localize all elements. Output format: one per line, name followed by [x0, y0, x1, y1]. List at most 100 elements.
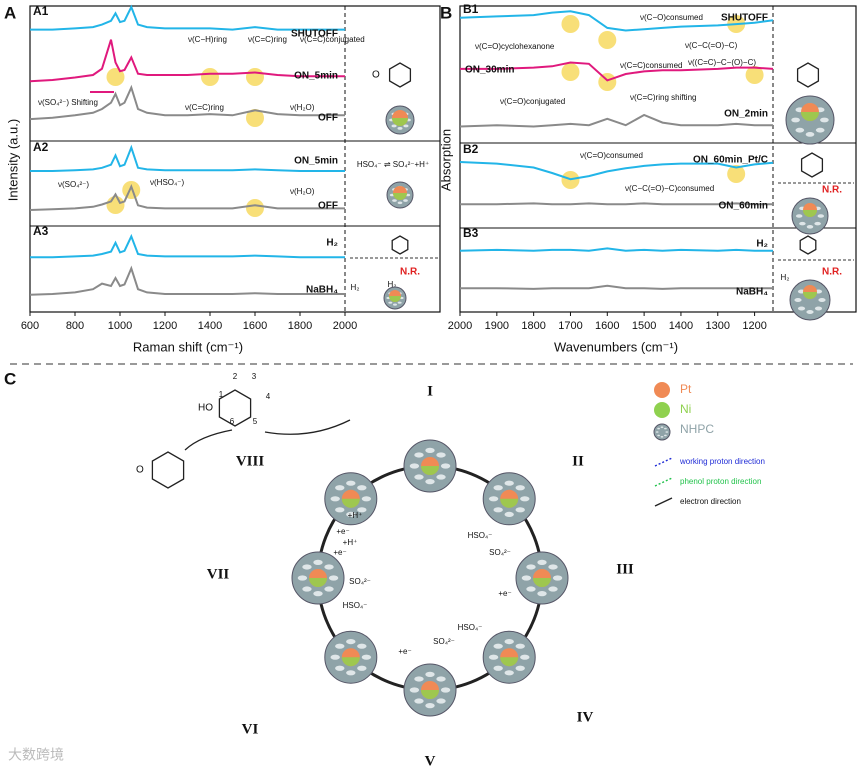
pore: [526, 564, 536, 570]
pore: [660, 426, 664, 429]
step-label: VIII: [236, 453, 265, 469]
pore: [436, 698, 446, 704]
x-tick-label: 600: [21, 320, 39, 332]
ni-particle: [421, 466, 439, 475]
highlight: [106, 196, 125, 214]
pore: [820, 117, 829, 123]
pore: [357, 643, 367, 649]
spectrum: [459, 10, 774, 32]
panel-label: B: [440, 3, 452, 22]
pore: [357, 485, 367, 491]
reaction-arrow: [264, 419, 351, 435]
ni-particle: [309, 578, 327, 587]
pore: [515, 665, 525, 671]
series-label: ON_30min: [465, 65, 514, 76]
pore: [493, 507, 503, 513]
ni-particle: [803, 210, 817, 217]
spectrum: [30, 144, 345, 172]
pore: [403, 199, 408, 202]
cyclohexanone: [151, 451, 185, 489]
highlight: [745, 66, 764, 84]
atom: O: [372, 70, 380, 81]
annotation: ν(SO₄²⁻) Shifting: [38, 98, 98, 107]
x-tick-label: 1400: [669, 320, 693, 332]
ni-particle: [533, 578, 551, 587]
annotation: ν(C=C)consumed: [620, 61, 682, 70]
species: SO₄²⁻: [349, 577, 371, 586]
highlight: [246, 109, 264, 127]
pore: [440, 687, 451, 693]
y-axis-label: Absorption: [438, 129, 453, 191]
pore: [794, 298, 802, 302]
legend-label: Pt: [680, 382, 692, 396]
series-label: NaBH₄: [306, 285, 338, 296]
x-axis-label: Wavenumbers (cm⁻¹): [554, 339, 678, 354]
highlight: [122, 181, 141, 199]
annotation: ν(C−H)ring: [188, 35, 227, 44]
pore: [504, 670, 514, 676]
pore: [655, 431, 659, 433]
pore: [515, 485, 525, 491]
ni-particle: [392, 118, 408, 126]
subpanel-label: B1: [463, 2, 479, 16]
pore: [425, 479, 435, 485]
pore: [425, 703, 435, 709]
panel-a-frame: [29, 5, 441, 313]
pore: [397, 201, 403, 205]
highlight: [106, 68, 125, 86]
ni-particle: [421, 690, 439, 699]
pore: [504, 480, 514, 486]
step-label: V: [425, 753, 436, 769]
x-tick-label: 1900: [485, 320, 509, 332]
species: HSO₄⁻: [458, 623, 483, 632]
box-label: N.R.: [400, 267, 420, 278]
step-label: IV: [577, 709, 594, 725]
pore: [392, 199, 397, 202]
spectrum: [29, 39, 345, 83]
pore: [657, 434, 661, 437]
pore: [521, 575, 532, 581]
pore: [515, 507, 525, 513]
x-tick-label: 1000: [108, 320, 132, 332]
pore: [361, 496, 372, 502]
x-tick-label: 1500: [632, 320, 656, 332]
legend-label: NHPC: [680, 422, 714, 436]
annotation: ν(C=C)conjugated: [300, 35, 365, 44]
series-label: NaBH₄: [736, 287, 768, 298]
pore: [520, 654, 530, 660]
pore: [552, 575, 563, 581]
pore: [493, 485, 503, 491]
legend-label: working proton direction: [679, 457, 765, 466]
pore: [815, 127, 825, 133]
subpanel-label: B3: [463, 226, 479, 240]
pore: [330, 654, 340, 660]
spectrum: [30, 4, 345, 31]
highlight: [561, 15, 580, 33]
pore: [493, 643, 503, 649]
pore: [797, 306, 806, 311]
x-tick-label: 1200: [742, 320, 766, 332]
annotation: ν((C=C)−C−(O)−C): [688, 58, 756, 67]
panel-label: C: [4, 369, 16, 388]
species: +H⁺: [348, 511, 363, 520]
ni-particle: [341, 657, 360, 667]
pore: [436, 452, 446, 458]
series-label: ON_60min: [719, 201, 768, 212]
step-label: VI: [242, 721, 259, 737]
annotation: ν(HSO₄⁻): [150, 178, 184, 187]
step-label: VII: [207, 566, 230, 582]
pore: [657, 427, 661, 430]
benzene-ring: [218, 389, 252, 427]
ni-particle: [500, 657, 519, 667]
series-label: H₂: [326, 238, 338, 249]
benzene-ring: [799, 235, 817, 255]
legend-label: electron direction: [680, 497, 741, 506]
spectrum: [29, 183, 345, 211]
legend-swatch: [654, 402, 670, 418]
reaction-arrow: [184, 429, 233, 451]
species: SO₄²⁻: [433, 637, 455, 646]
annotation: ν(H₂O): [290, 103, 315, 112]
pore: [814, 221, 821, 226]
pore: [548, 586, 558, 592]
pore: [425, 671, 435, 678]
